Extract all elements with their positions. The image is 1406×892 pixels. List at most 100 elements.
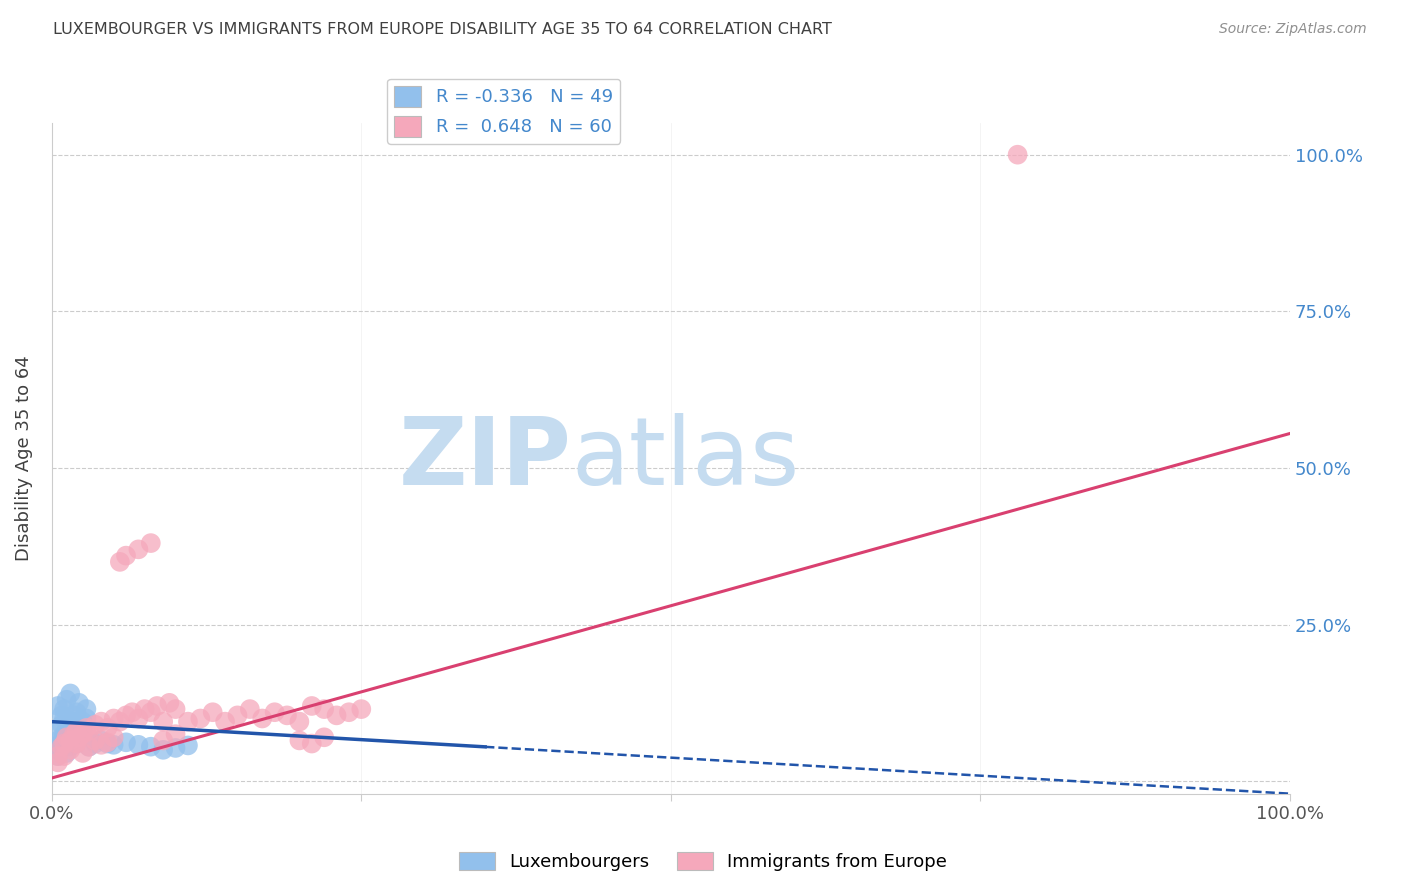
Point (301, 698, 323, 713)
Point (177, 739, 200, 753)
Point (72, 721, 94, 735)
Point (127, 711, 149, 725)
Point (46, 756, 69, 770)
Point (63, 708, 86, 723)
Point (103, 711, 125, 725)
Point (65, 737, 87, 751)
Point (84, 718, 107, 732)
Point (51, 737, 73, 751)
Point (53, 731, 76, 745)
Point (46, 743, 69, 757)
Point (72, 727, 94, 741)
Point (59, 721, 82, 735)
Point (276, 708, 298, 723)
Point (177, 714, 200, 729)
Point (65, 727, 87, 741)
Point (67, 731, 90, 745)
Point (127, 738, 149, 752)
Legend: R = -0.336   N = 49, R =  0.648   N = 60: R = -0.336 N = 49, R = 0.648 N = 60 (387, 78, 620, 144)
Point (165, 741, 187, 756)
Point (67, 727, 90, 741)
Point (152, 743, 174, 757)
Point (152, 714, 174, 729)
Point (65, 737, 87, 751)
Text: Source: ZipAtlas.com: Source: ZipAtlas.com (1219, 22, 1367, 37)
Point (152, 733, 174, 747)
Point (115, 735, 138, 749)
Point (90, 714, 112, 729)
Text: LUXEMBOURGER VS IMMIGRANTS FROM EUROPE DISABILITY AGE 35 TO 64 CORRELATION CHART: LUXEMBOURGER VS IMMIGRANTS FROM EUROPE D… (53, 22, 832, 37)
Point (188, 711, 211, 725)
Point (226, 708, 249, 723)
Point (96, 721, 118, 735)
Point (51, 708, 73, 723)
Point (63, 733, 86, 747)
Point (134, 702, 156, 716)
Point (139, 739, 162, 754)
Point (288, 733, 311, 747)
Point (51, 739, 73, 754)
Point (77, 739, 100, 754)
Point (55, 692, 77, 706)
Point (165, 727, 187, 741)
Point (337, 705, 360, 719)
Point (53, 737, 76, 751)
Point (51, 739, 73, 754)
Point (90, 733, 112, 747)
Point (56, 721, 79, 735)
Point (48, 743, 70, 757)
Point (214, 714, 236, 729)
Point (90, 738, 112, 752)
Point (72, 746, 94, 760)
Point (96, 735, 118, 749)
Point (63, 714, 86, 729)
Point (314, 702, 336, 716)
Point (55, 724, 77, 739)
Point (63, 727, 86, 741)
Point (46, 724, 69, 739)
Point (325, 708, 347, 723)
Point (46, 749, 69, 764)
Point (59, 739, 82, 754)
Point (108, 555, 131, 569)
Point (115, 708, 138, 723)
Point (201, 705, 224, 719)
Point (239, 702, 262, 716)
Point (55, 746, 77, 760)
Point (67, 696, 90, 710)
Point (127, 542, 149, 557)
Point (314, 731, 336, 745)
Point (55, 731, 77, 745)
Point (77, 724, 100, 739)
Point (46, 749, 69, 764)
Point (59, 686, 82, 700)
Point (96, 737, 118, 751)
Point (84, 737, 107, 751)
Point (55, 731, 77, 745)
Point (103, 731, 125, 745)
Point (53, 711, 76, 725)
Point (77, 739, 100, 754)
Point (115, 549, 138, 563)
Point (263, 705, 285, 719)
Point (72, 714, 94, 729)
Point (108, 714, 131, 729)
Point (59, 733, 82, 747)
Text: ZIP: ZIP (399, 412, 572, 505)
Y-axis label: Disability Age 35 to 64: Disability Age 35 to 64 (15, 356, 32, 561)
Point (157, 696, 180, 710)
Point (53, 731, 76, 745)
Point (84, 733, 107, 747)
Point (121, 705, 143, 719)
Point (49, 737, 72, 751)
Text: atlas: atlas (572, 412, 800, 505)
Point (46, 698, 69, 713)
Point (350, 702, 373, 716)
Point (139, 536, 162, 550)
Point (139, 705, 162, 719)
Point (53, 749, 76, 764)
Point (288, 714, 311, 729)
Point (103, 738, 125, 752)
Point (65, 724, 87, 739)
Point (59, 743, 82, 757)
